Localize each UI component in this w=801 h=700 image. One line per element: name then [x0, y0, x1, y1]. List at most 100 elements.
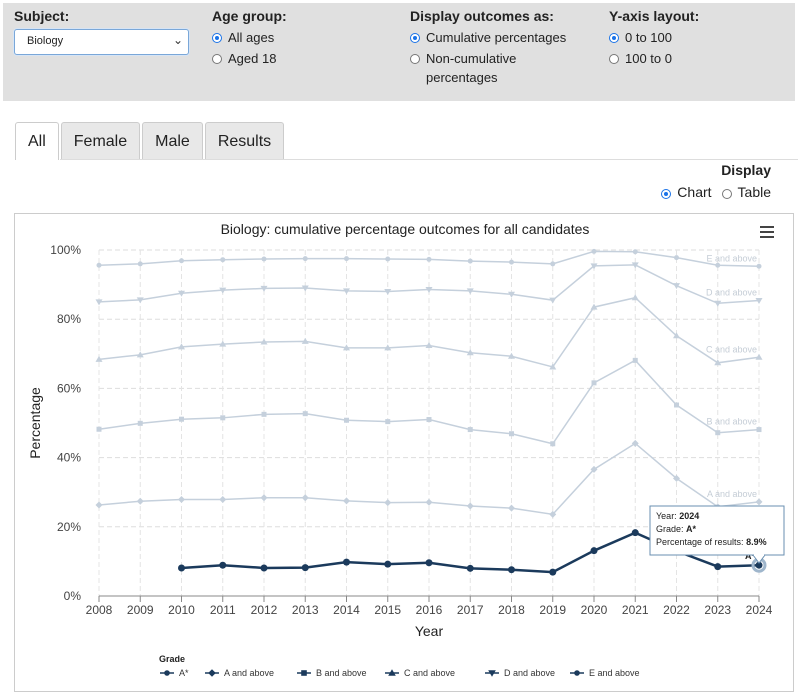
series-d-and-above: D and above: [95, 262, 763, 307]
y-axis-label: Percentage: [27, 387, 43, 459]
radio-label-line1: Non-cumulative: [426, 51, 517, 66]
chart-svg: Biology: cumulative percentage outcomes …: [27, 221, 785, 678]
data-point: [178, 343, 185, 350]
radio-all-ages[interactable]: All ages: [212, 30, 287, 45]
data-point: [219, 561, 227, 569]
data-point: [508, 352, 515, 359]
y-tick-label: 20%: [57, 520, 81, 534]
radio-cumulative[interactable]: Cumulative percentages: [410, 30, 566, 45]
legend-item: E and above: [570, 668, 640, 678]
data-point: [632, 357, 638, 363]
radio-unselected-icon: [212, 54, 222, 64]
data-point: [673, 283, 680, 290]
data-point: [590, 263, 598, 270]
data-point: [755, 498, 763, 506]
data-point: [301, 337, 309, 344]
radio-chart[interactable]: Chart: [661, 184, 712, 200]
data-point: [715, 430, 721, 436]
radio-label: 100 to 0: [625, 51, 672, 66]
chart-title: Biology: cumulative percentage outcomes …: [221, 221, 590, 237]
radio-table[interactable]: Table: [721, 184, 771, 200]
subject-select[interactable]: Biology ⌄: [14, 29, 189, 55]
legend-label: A and above: [224, 668, 274, 678]
display-outcomes-group: Display outcomes as: Cumulative percenta…: [410, 8, 566, 87]
data-point: [508, 504, 515, 512]
filter-panel: Subject: Biology ⌄ Age group: All ages A…: [3, 3, 795, 101]
legend-label: A*: [179, 668, 189, 678]
data-point: [425, 559, 433, 567]
y-tick-label: 40%: [57, 451, 81, 465]
data-point: [755, 353, 763, 360]
data-point: [590, 465, 598, 473]
radio-label: All ages: [228, 30, 275, 45]
series-c-and-above: C and above: [95, 294, 763, 370]
data-point: [426, 417, 432, 423]
data-point: [219, 287, 227, 294]
data-point: [425, 498, 433, 506]
radio-aged-18[interactable]: Aged 18: [212, 51, 287, 66]
data-point: [631, 439, 639, 447]
data-point: [301, 494, 309, 502]
display-outcomes-label: Display outcomes as:: [410, 8, 554, 24]
data-point: [508, 566, 515, 574]
data-point: [344, 417, 349, 423]
radio-selected-icon: [410, 33, 420, 43]
data-point: [715, 262, 721, 268]
tab-male[interactable]: Male: [142, 122, 203, 160]
x-tick-label: 2016: [416, 603, 443, 617]
age-group: Age group: All ages Aged 18: [212, 8, 287, 66]
radio-0-to-100[interactable]: 0 to 100: [609, 30, 699, 45]
data-point: [260, 564, 268, 572]
data-point: [426, 256, 432, 262]
chevron-down-icon: ⌄: [172, 33, 183, 47]
data-point: [385, 256, 391, 262]
x-tick-label: 2014: [333, 603, 360, 617]
tab-all[interactable]: All: [15, 122, 59, 160]
display-title: Display: [721, 162, 771, 178]
data-point: [590, 547, 598, 555]
x-tick-label: 2018: [498, 603, 525, 617]
x-tick-label: 2010: [168, 603, 195, 617]
data-point: [220, 257, 226, 263]
radio-100-to-0[interactable]: 100 to 0: [609, 51, 699, 66]
legend-marker: [164, 670, 170, 676]
data-point: [95, 501, 103, 509]
y-tick-label: 80%: [57, 312, 81, 326]
data-point: [714, 300, 722, 307]
radio-label: Chart: [677, 184, 712, 200]
x-tick-label: 2011: [210, 603, 236, 617]
data-point: [674, 255, 679, 261]
x-tick-label: 2013: [292, 603, 319, 617]
radio-non-cumulative[interactable]: Non-cumulative percentages: [410, 51, 566, 87]
data-point: [302, 256, 308, 262]
data-point: [425, 341, 433, 348]
x-tick-label: 2022: [663, 603, 690, 617]
data-point: [136, 297, 144, 304]
data-point: [261, 411, 267, 417]
x-tick-label: 2015: [374, 603, 401, 617]
data-point: [384, 289, 392, 296]
tab-female[interactable]: Female: [60, 122, 141, 160]
data-point: [301, 564, 309, 572]
y-tick-label: 100%: [50, 243, 81, 257]
subject-label: Subject:: [14, 8, 70, 24]
data-point: [302, 411, 308, 417]
series-e-and-above: E and above: [96, 248, 762, 269]
tab-results[interactable]: Results: [204, 122, 285, 160]
tooltip-percentage: Percentage of results: 8.9%: [656, 537, 767, 547]
data-point: [343, 497, 350, 505]
radio-label-line2: percentages: [426, 70, 498, 85]
series-end-label: A and above: [707, 489, 757, 499]
data-point: [590, 303, 598, 310]
radio-selected-icon: [609, 33, 619, 43]
data-point: [631, 529, 639, 537]
data-point: [384, 560, 392, 568]
y-tick-label: 60%: [57, 381, 81, 395]
series-end-label: C and above: [706, 344, 757, 354]
data-point: [95, 299, 103, 306]
data-point: [509, 259, 514, 265]
data-point: [343, 344, 350, 351]
chart-menu-icon[interactable]: [760, 226, 774, 238]
data-point: [714, 563, 722, 571]
radio-unselected-icon: [609, 54, 619, 64]
